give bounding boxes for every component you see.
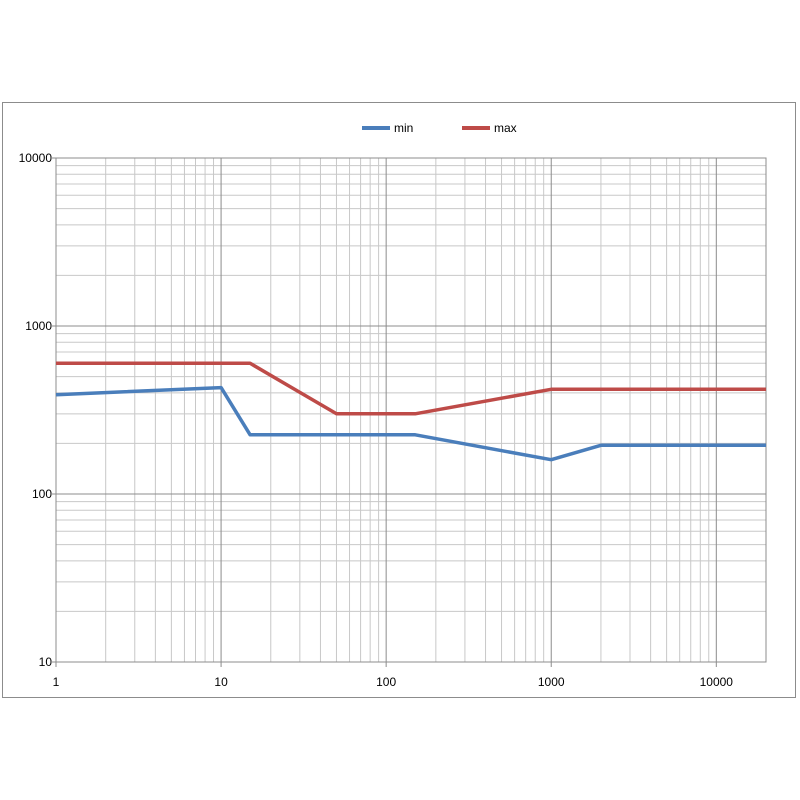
x-axis-ticks: 1 10 100 1000 10000 xyxy=(53,662,734,689)
x-tick-label: 1000 xyxy=(538,675,565,689)
y-axis-ticks: 10000 1000 100 10 xyxy=(19,151,56,669)
series-line-max xyxy=(56,361,766,416)
grid-minor xyxy=(56,158,767,662)
legend-label-max: max xyxy=(494,121,517,135)
x-tick-label: 100 xyxy=(376,675,396,689)
x-tick-label: 10000 xyxy=(700,675,734,689)
legend-label-min: min xyxy=(394,121,413,135)
x-tick-label: 1 xyxy=(53,675,60,689)
grid-major xyxy=(55,157,766,663)
legend: min max xyxy=(362,121,517,135)
y-tick-label: 1000 xyxy=(25,319,52,333)
x-tick-label: 10 xyxy=(214,675,228,689)
y-tick-label: 10000 xyxy=(19,151,53,165)
series-line-min xyxy=(55,385,766,462)
series-layer xyxy=(55,361,766,462)
y-tick-label: 10 xyxy=(39,655,53,669)
y-tick-label: 100 xyxy=(32,487,52,501)
plot-area xyxy=(55,157,767,663)
